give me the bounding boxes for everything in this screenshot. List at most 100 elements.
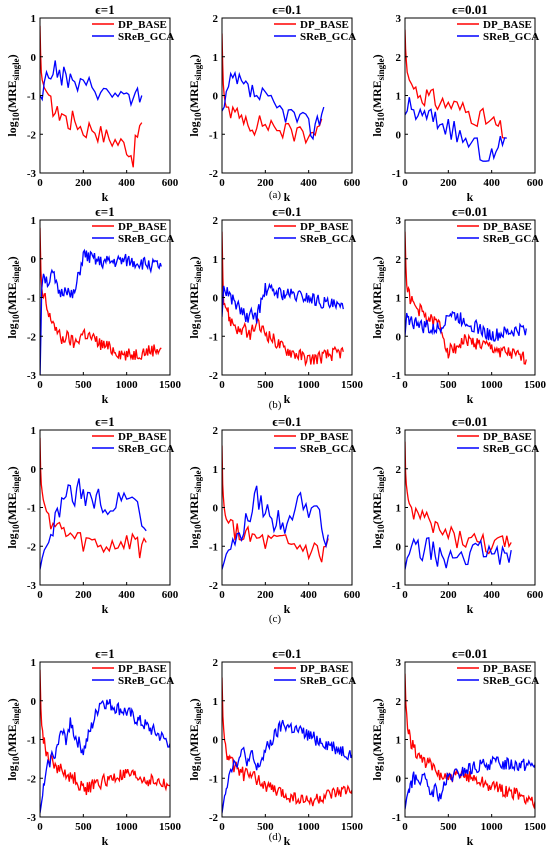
y-axis-label-part: ) (5, 256, 19, 260)
y-axis-label-part: log (5, 533, 19, 548)
y-axis-label: log10(MREsingle) (5, 698, 21, 780)
x-tick-label: 0 (402, 589, 408, 601)
y-axis-label: log10(MREsingle) (370, 54, 386, 136)
series-line-dp_base (405, 441, 512, 555)
y-axis-label-part: log (5, 323, 19, 338)
y-tick-label: 0 (396, 773, 402, 785)
x-tick-label: 0 (402, 177, 408, 189)
y-tick-label: 1 (31, 425, 37, 437)
y-axis-label-part: (MRE (5, 282, 19, 314)
series-line-sreb_gca (405, 536, 512, 570)
x-tick-label: 0 (37, 379, 43, 391)
y-tick-label: 3 (396, 13, 402, 25)
x-tick-label: 600 (527, 589, 544, 601)
y-tick-label: 2 (213, 215, 219, 227)
y-tick-label: -1 (27, 91, 36, 103)
x-tick-label: 0 (219, 177, 225, 189)
y-tick-label: 1 (31, 13, 37, 25)
y-axis-label: log10(MREsingle) (370, 256, 386, 338)
y-tick-label: -1 (209, 773, 218, 785)
panel-caption: (a) (269, 189, 282, 201)
y-tick-label: 0 (213, 503, 219, 515)
y-axis-label-part: ) (370, 256, 384, 260)
chart-title: ϵ=0.01 (452, 2, 488, 17)
x-tick-label: 400 (118, 177, 135, 189)
x-tick-label: 200 (75, 177, 92, 189)
x-tick-label: 1000 (298, 821, 321, 833)
y-axis-label-part: ) (370, 698, 384, 702)
y-axis-label-part: 10 (376, 314, 386, 324)
x-axis-label: k (102, 834, 109, 848)
y-tick-label: 1 (396, 293, 402, 305)
y-axis-label-part: log (5, 121, 19, 136)
x-tick-label: 200 (257, 177, 274, 189)
legend-label: SReB_GCA (300, 31, 356, 43)
chart-panel: ϵ=0.1 -2 -1 0 1 2 0 200 400 600 k log10(MREsingle) D… (187, 2, 361, 204)
x-tick-label: 0 (219, 589, 225, 601)
y-tick-label: 3 (396, 657, 402, 669)
legend-label: SReB_GCA (300, 675, 356, 687)
x-tick-label: 400 (483, 177, 500, 189)
y-tick-label: 0 (213, 91, 219, 103)
series-line-dp_base (222, 33, 323, 145)
chart-panel: ϵ=0.1 -2 -1 0 1 2 0 200 400 600 k log10(MREsingle) D… (187, 414, 361, 616)
series-line-sreb_gca (40, 60, 143, 108)
y-tick-label: 2 (213, 657, 219, 669)
y-tick-label: 1 (213, 254, 219, 266)
series-line-dp_base (405, 673, 535, 810)
panel-caption: (d) (269, 831, 282, 843)
x-tick-label: 1000 (116, 379, 139, 391)
x-tick-label: 400 (300, 177, 317, 189)
chart-panel: ϵ=0.1 -2 -1 0 1 2 0 500 1000 1500 k log10(MREsingle… (187, 646, 364, 848)
x-axis-label: k (467, 392, 474, 406)
y-axis-label-part: (MRE (5, 492, 19, 524)
series-line-dp_base (40, 669, 170, 796)
y-tick-label: -2 (27, 129, 37, 141)
legend-label: SReB_GCA (483, 443, 539, 455)
x-tick-label: 0 (37, 589, 43, 601)
y-tick-label: 1 (213, 696, 219, 708)
legend-label: DP_BASE (483, 663, 532, 675)
y-tick-label: 2 (213, 13, 219, 25)
y-axis-label-part: single (376, 260, 386, 282)
x-tick-label: 1500 (524, 379, 547, 391)
y-tick-label: -2 (209, 812, 219, 824)
y-axis-label-part: 10 (193, 524, 203, 534)
y-axis-label: log10(MREsingle) (5, 54, 21, 136)
x-axis-label: k (102, 392, 109, 406)
legend-label: SReB_GCA (118, 675, 174, 687)
y-axis-label-part: log (187, 121, 201, 136)
y-tick-label: 1 (213, 52, 219, 64)
series-line-dp_base (222, 231, 344, 368)
chart-title: ϵ=1 (95, 204, 114, 219)
legend-label: DP_BASE (118, 431, 167, 443)
y-axis-label: log10(MREsingle) (5, 256, 21, 338)
x-tick-label: 0 (37, 177, 43, 189)
x-axis-label: k (284, 392, 291, 406)
y-axis-label-part: log (187, 533, 201, 548)
y-tick-label: -3 (27, 812, 37, 824)
legend-label: DP_BASE (118, 19, 167, 31)
legend-label: DP_BASE (300, 221, 349, 233)
y-axis-label-part: ) (5, 54, 19, 58)
chart-title: ϵ=0.1 (272, 414, 301, 429)
chart-title: ϵ=0.01 (452, 414, 488, 429)
y-tick-label: 1 (396, 735, 402, 747)
legend-label: SReB_GCA (483, 31, 539, 43)
y-axis-label-part: ) (5, 698, 19, 702)
x-axis-label: k (284, 602, 291, 616)
legend-label: DP_BASE (300, 19, 349, 31)
x-tick-label: 500 (75, 821, 92, 833)
y-tick-label: 2 (213, 425, 219, 437)
x-tick-label: 1000 (481, 821, 504, 833)
y-tick-label: 0 (31, 52, 37, 64)
series-line-dp_base (222, 445, 329, 563)
y-tick-label: 2 (396, 464, 402, 476)
y-tick-label: 3 (396, 425, 402, 437)
y-axis-label-part: single (11, 702, 21, 724)
